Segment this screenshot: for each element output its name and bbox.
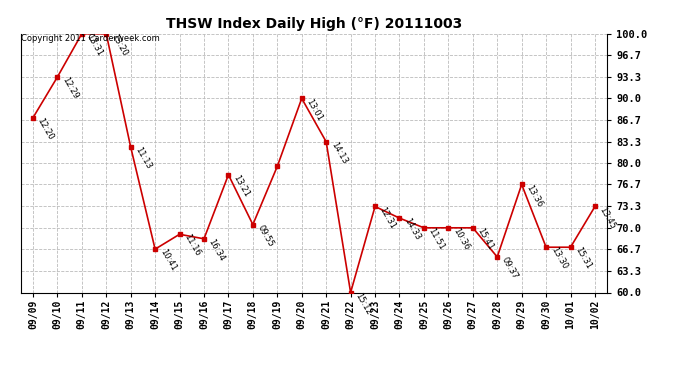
Text: 13:30: 13:30 [549,246,569,271]
Title: THSW Index Daily High (°F) 20111003: THSW Index Daily High (°F) 20111003 [166,17,462,31]
Text: 16:34: 16:34 [207,237,226,263]
Text: 11:13: 11:13 [133,146,153,171]
Text: 09:55: 09:55 [255,223,275,248]
Text: 15:12: 15:12 [353,291,373,316]
Text: 13:20: 13:20 [109,32,129,57]
Text: 11:51: 11:51 [426,226,446,252]
Text: 13:31: 13:31 [85,32,104,58]
Text: 14:33: 14:33 [402,217,422,242]
Text: 13:36: 13:36 [524,183,544,209]
Text: 12:29: 12:29 [60,76,80,101]
Text: Copyright 2011 Carderweek.com: Copyright 2011 Carderweek.com [21,34,159,43]
Text: 13:45: 13:45 [598,205,618,230]
Text: 09:37: 09:37 [500,255,520,281]
Text: 12:31: 12:31 [378,205,397,230]
Text: 15:31: 15:31 [573,246,593,271]
Text: 13:01: 13:01 [304,97,324,122]
Text: 10:41: 10:41 [158,248,177,273]
Text: 12:20: 12:20 [36,117,55,141]
Text: 13:21: 13:21 [231,173,251,198]
Text: 10:36: 10:36 [451,226,471,252]
Text: 15:41: 15:41 [475,226,495,252]
Text: 14:13: 14:13 [329,140,348,166]
Text: 11:16: 11:16 [182,233,202,258]
